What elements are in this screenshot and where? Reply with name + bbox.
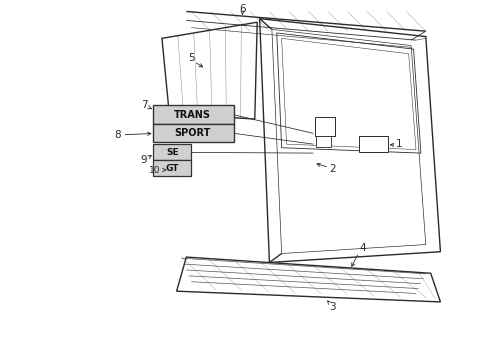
Text: GT: GT (166, 164, 179, 173)
Text: SPORT: SPORT (174, 128, 210, 138)
FancyBboxPatch shape (153, 105, 234, 124)
Text: 10: 10 (149, 166, 160, 175)
Text: 2: 2 (330, 164, 336, 174)
Text: 6: 6 (239, 4, 246, 14)
FancyBboxPatch shape (153, 144, 191, 160)
Text: 7: 7 (142, 100, 148, 110)
Text: 8: 8 (115, 130, 121, 140)
FancyBboxPatch shape (153, 124, 234, 142)
Text: 5: 5 (188, 53, 195, 63)
Text: 1: 1 (395, 139, 402, 149)
FancyBboxPatch shape (317, 136, 331, 147)
Text: SE: SE (166, 148, 178, 157)
Text: 9: 9 (141, 155, 147, 165)
Text: 4: 4 (359, 243, 366, 253)
Text: 3: 3 (330, 302, 336, 312)
Text: TRANS: TRANS (173, 109, 211, 120)
FancyBboxPatch shape (315, 117, 335, 136)
FancyBboxPatch shape (153, 160, 191, 176)
FancyBboxPatch shape (359, 135, 388, 152)
